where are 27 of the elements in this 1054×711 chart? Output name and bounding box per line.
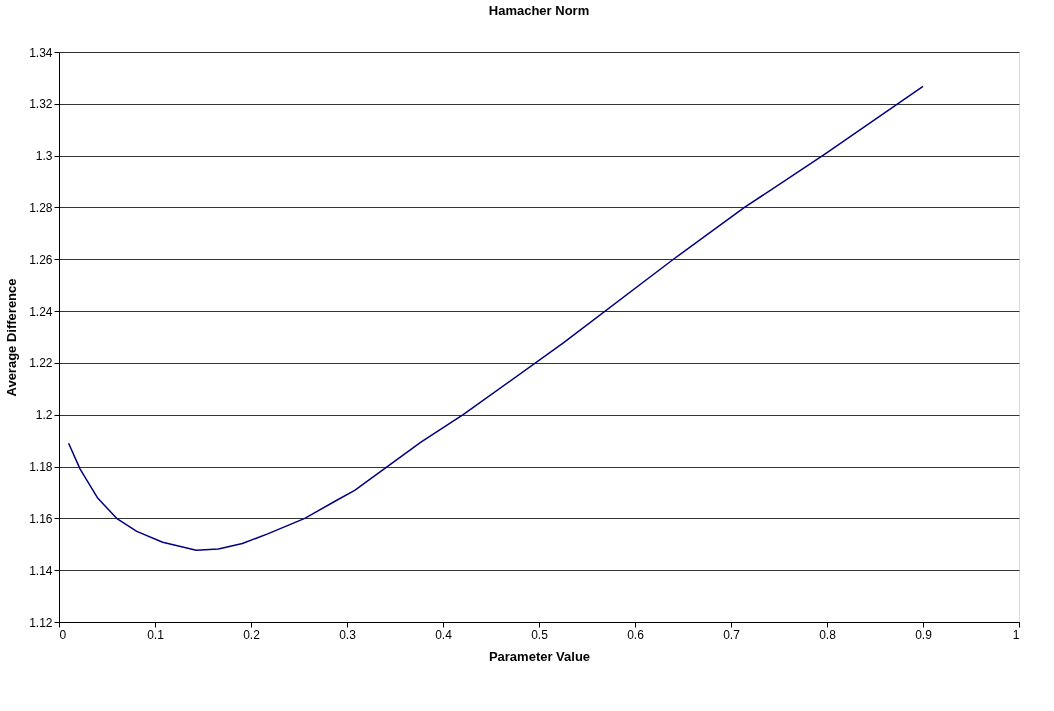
y-axis-title: Average Difference — [4, 278, 20, 397]
x-tick-label: 0.1 — [147, 627, 165, 642]
y-tick-label: 1.14 — [29, 563, 53, 578]
y-tick-label: 1.34 — [29, 45, 53, 60]
y-tick-label: 1.26 — [29, 252, 53, 267]
x-tick-label: 0.6 — [627, 627, 645, 642]
line-series — [67, 85, 924, 551]
x-tick-label: 0.7 — [723, 627, 741, 642]
y-tick-label: 1.28 — [29, 200, 53, 215]
x-tick-label: 0.4 — [435, 627, 453, 642]
x-axis-title: Parameter Value — [488, 648, 591, 664]
y-tick-label: 1.22 — [29, 356, 53, 371]
x-tick-label: 0.3 — [339, 627, 357, 642]
chart-title: Hamacher Norm — [488, 3, 590, 18]
x-tick-label: 0.2 — [243, 627, 261, 642]
y-tick-label: 1.24 — [29, 304, 53, 319]
y-tick-label: 1.18 — [29, 460, 53, 475]
x-tick-label: 1 — [1012, 627, 1020, 642]
x-tick-label: 0 — [59, 627, 67, 642]
x-tick-label: 0.5 — [531, 627, 549, 642]
y-tick-label: 1.16 — [29, 511, 53, 526]
x-tick-label: 0.8 — [819, 627, 837, 642]
y-tick-label: 1.32 — [29, 97, 53, 112]
y-tick-label: 1.12 — [29, 615, 53, 630]
y-tick-label: 1.2 — [35, 408, 53, 423]
y-tick-label: 1.3 — [35, 149, 53, 164]
x-tick-label: 0.9 — [915, 627, 933, 642]
